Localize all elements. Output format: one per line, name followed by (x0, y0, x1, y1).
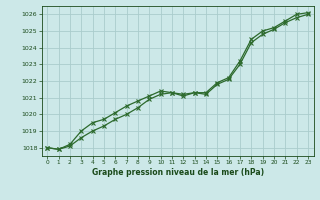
X-axis label: Graphe pression niveau de la mer (hPa): Graphe pression niveau de la mer (hPa) (92, 168, 264, 177)
